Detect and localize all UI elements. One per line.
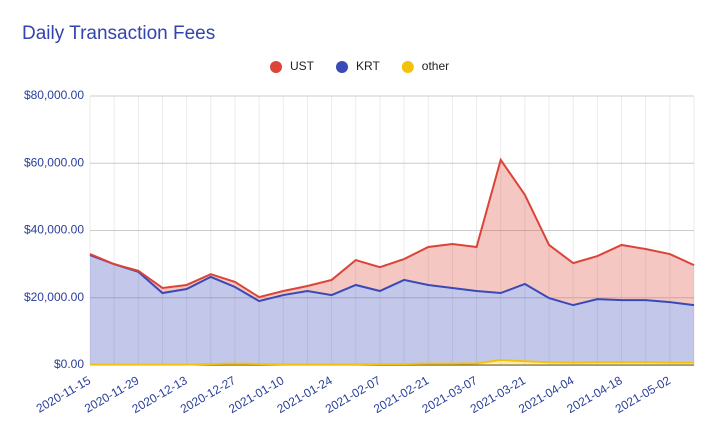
chart-title: Daily Transaction Fees: [22, 23, 215, 44]
legend-label: other: [422, 59, 449, 73]
legend-swatch: [270, 61, 282, 73]
area-line: [89, 254, 695, 307]
x-tick-label: 2021-05-02: [613, 373, 673, 416]
area-line: [89, 157, 695, 299]
area-line: [90, 358, 694, 366]
legend-swatch: [401, 61, 414, 73]
y-tick-label: $20,000.00: [24, 290, 84, 304]
y-tick-label: $0.00: [54, 357, 84, 371]
y-tick-label: $40,000.00: [24, 223, 84, 237]
y-tick-label: $60,000.00: [24, 155, 84, 169]
y-tick-label: $80,000.00: [24, 88, 84, 102]
legend-label: KRT: [356, 59, 380, 73]
area-fill: [90, 159, 694, 306]
area-fill: [90, 255, 694, 365]
legend-swatch: [336, 61, 348, 73]
legend-label: UST: [290, 59, 315, 73]
